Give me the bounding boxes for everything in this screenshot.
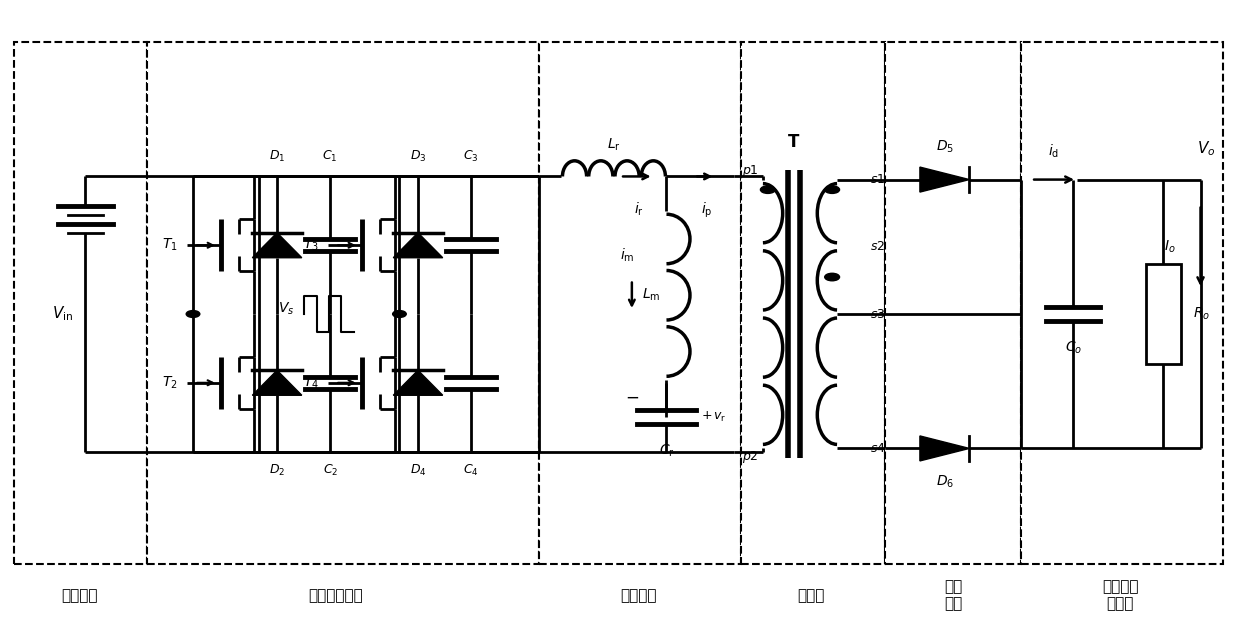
- Text: $L_{\rm r}$: $L_{\rm r}$: [607, 136, 621, 153]
- Text: $p1$: $p1$: [742, 163, 758, 180]
- Text: $V_{\rm in}$: $V_{\rm in}$: [52, 305, 73, 323]
- Text: $C_1$: $C_1$: [322, 149, 338, 164]
- Text: $i_{\rm r}$: $i_{\rm r}$: [633, 200, 643, 218]
- Text: $i_{\rm m}$: $i_{\rm m}$: [620, 247, 634, 264]
- FancyBboxPatch shape: [1146, 264, 1181, 364]
- Circle shape: [761, 186, 776, 193]
- Text: $R_o$: $R_o$: [1193, 306, 1211, 322]
- Text: $C_3$: $C_3$: [463, 149, 479, 164]
- Text: $C_{\rm r}$: $C_{\rm r}$: [659, 443, 674, 459]
- Text: $C_4$: $C_4$: [463, 463, 479, 478]
- Polygon shape: [393, 233, 442, 257]
- FancyBboxPatch shape: [147, 42, 539, 564]
- Text: $D_3$: $D_3$: [410, 149, 426, 164]
- Text: $i_{\rm d}$: $i_{\rm d}$: [1048, 142, 1059, 160]
- Text: 输入电源: 输入电源: [61, 588, 98, 603]
- Circle shape: [186, 311, 199, 317]
- FancyBboxPatch shape: [1021, 42, 1223, 564]
- Text: $s2$: $s2$: [871, 241, 886, 253]
- FancyBboxPatch shape: [14, 42, 147, 564]
- Text: $+\,v_{\rm r}$: $+\,v_{\rm r}$: [701, 410, 726, 424]
- Text: $D_2$: $D_2$: [269, 463, 285, 478]
- Text: $-$: $-$: [624, 387, 639, 406]
- FancyBboxPatch shape: [741, 42, 886, 564]
- Text: 变压器: 变压器: [798, 588, 825, 603]
- Circle shape: [825, 186, 840, 193]
- Text: 输出滤波
和负载: 输出滤波 和负载: [1101, 579, 1139, 612]
- Text: 谐振电路: 谐振电路: [620, 588, 657, 603]
- Text: 桥式开关电路: 桥式开关电路: [307, 588, 363, 603]
- Text: $D_1$: $D_1$: [269, 149, 285, 164]
- Polygon shape: [393, 371, 442, 395]
- Polygon shape: [253, 371, 302, 395]
- Text: $T_1$: $T_1$: [162, 237, 178, 254]
- Text: $p2$: $p2$: [742, 448, 758, 465]
- Text: $C_2$: $C_2$: [322, 463, 338, 478]
- Text: $D_4$: $D_4$: [410, 463, 426, 478]
- Text: $T_2$: $T_2$: [162, 374, 178, 391]
- FancyBboxPatch shape: [886, 42, 1021, 564]
- Text: $V_o$: $V_o$: [1197, 139, 1215, 158]
- Polygon shape: [253, 233, 302, 257]
- Text: $\mathbf{T}$: $\mathbf{T}$: [787, 133, 800, 151]
- Text: $T_4$: $T_4$: [304, 374, 320, 391]
- Text: $V_s$: $V_s$: [278, 301, 295, 317]
- Text: $D_6$: $D_6$: [935, 474, 954, 490]
- Text: $D_5$: $D_5$: [935, 138, 954, 154]
- Text: $s1$: $s1$: [871, 173, 886, 186]
- FancyBboxPatch shape: [539, 42, 741, 564]
- Polygon shape: [919, 167, 969, 192]
- Text: $s4$: $s4$: [871, 442, 886, 455]
- Text: 整流
电路: 整流 电路: [944, 579, 963, 612]
- Text: $s3$: $s3$: [871, 308, 886, 320]
- Text: $T_3$: $T_3$: [304, 237, 320, 254]
- Text: $I_o$: $I_o$: [1165, 239, 1176, 255]
- Text: $L_{\rm m}$: $L_{\rm m}$: [642, 287, 660, 303]
- Circle shape: [825, 273, 840, 281]
- Circle shape: [393, 311, 406, 317]
- Text: $C_o$: $C_o$: [1064, 340, 1082, 356]
- Polygon shape: [919, 436, 969, 461]
- Text: $i_{\rm p}$: $i_{\rm p}$: [701, 200, 712, 220]
